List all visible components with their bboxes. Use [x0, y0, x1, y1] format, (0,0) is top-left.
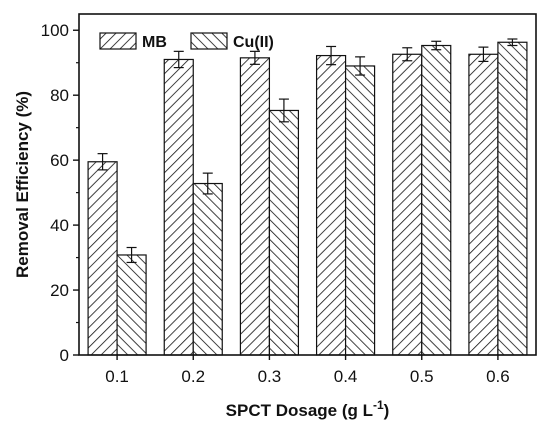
legend-item-cu: Cu(II) [190, 32, 274, 51]
y-tick-label-0: 0 [60, 346, 69, 365]
x-axis-title-superscript: -1 [373, 398, 384, 412]
legend-swatch-cu [190, 32, 228, 50]
error-bar-cu-0.1 [126, 246, 137, 264]
x-tick-label-0.3: 0.3 [258, 367, 282, 386]
error-bar-mb-0.4 [326, 45, 337, 66]
x-axis-title: SPCT Dosage (g L-1) [226, 398, 390, 420]
x-tick-label-0.2: 0.2 [181, 367, 205, 386]
bar-cu-0.6 [497, 41, 528, 356]
y-tick-label-100: 100 [41, 21, 69, 40]
bar-mb-0.4 [315, 54, 347, 356]
bar-cu-0.5 [421, 44, 452, 356]
error-bar-mb-0.5 [402, 47, 413, 62]
bar-cu-0.2 [192, 182, 223, 356]
x-tick-label-0.5: 0.5 [410, 367, 434, 386]
y-tick-label-20: 20 [50, 281, 69, 300]
y-axis-ticks: 0 20 40 60 80 100 [41, 21, 79, 365]
x-tick-label-0.6: 0.6 [486, 367, 510, 386]
bar-mb-0.3 [239, 57, 271, 356]
legend-item-mb: MB [99, 32, 167, 51]
plot-frame [78, 13, 537, 356]
error-bar-mb-0.2 [173, 50, 184, 69]
bars-layer [87, 41, 528, 356]
x-tick-label-0.4: 0.4 [334, 367, 358, 386]
legend: MB Cu(II) [99, 32, 274, 51]
error-bar-cu-0.2 [202, 172, 213, 195]
error-bar-cu-0.6 [507, 38, 518, 47]
bar-mb-0.1 [87, 161, 118, 356]
legend-label-mb: MB [142, 34, 167, 51]
error-bar-cu-0.3 [278, 98, 289, 123]
x-axis-title-close: ) [384, 401, 390, 420]
bar-mb-0.6 [468, 53, 499, 356]
error-bar-mb-0.1 [97, 153, 108, 171]
bar-cu-0.3 [268, 109, 300, 356]
error-bar-cu-0.5 [431, 40, 442, 51]
legend-label-cu: Cu(II) [233, 34, 274, 51]
y-axis-title: Removal Efficiency (%) [13, 91, 32, 278]
y-tick-label-80: 80 [50, 86, 69, 105]
legend-swatch-mb [99, 32, 137, 50]
bar-mb-0.5 [392, 53, 423, 356]
x-axis-title-main: SPCT Dosage (g L [226, 401, 373, 420]
y-tick-label-40: 40 [50, 216, 69, 235]
x-axis-ticks: 0.1 0.2 0.3 0.4 0.5 0.6 [105, 355, 510, 386]
x-tick-label-0.1: 0.1 [105, 367, 129, 386]
error-bar-cu-0.4 [355, 56, 366, 76]
y-tick-label-60: 60 [50, 151, 69, 170]
bar-cu-0.4 [344, 65, 376, 356]
error-bar-mb-0.3 [249, 50, 260, 65]
bar-mb-0.2 [163, 58, 194, 356]
bar-cu-0.1 [116, 254, 147, 356]
error-bars-layer [97, 38, 518, 264]
error-bar-mb-0.6 [478, 46, 489, 63]
